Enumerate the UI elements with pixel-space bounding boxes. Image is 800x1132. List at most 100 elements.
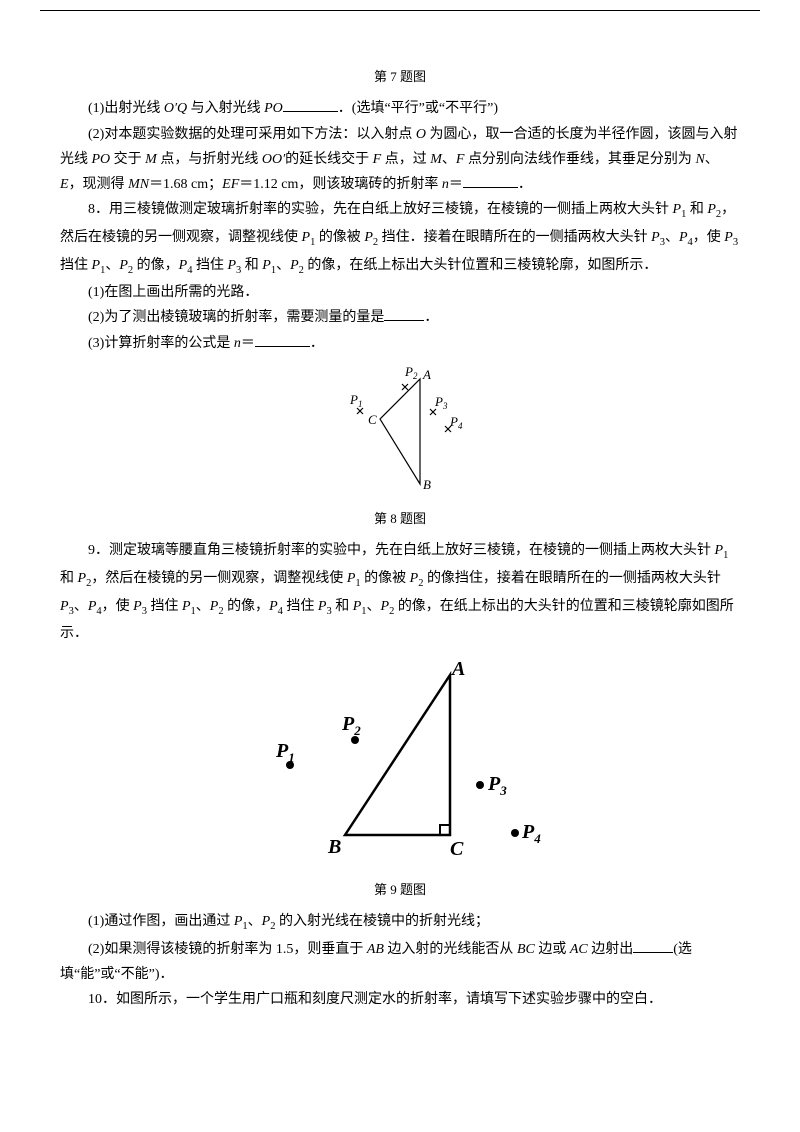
- l: n: [442, 177, 449, 192]
- s: 2: [413, 371, 418, 381]
- l: MN: [128, 177, 149, 192]
- q7-part2: (2)对本题实验数据的处理可采用如下方法：以入射点 O 为圆心，取一合适的长度为…: [60, 122, 740, 198]
- text: 的延长线交于: [285, 152, 373, 167]
- blank: [633, 938, 673, 953]
- fig9-svg: A B C P1 P2 P3 P4: [250, 655, 550, 865]
- t: 、: [74, 599, 88, 614]
- l: P: [182, 599, 191, 614]
- lbl-A: A: [422, 367, 431, 382]
- s: 3: [499, 783, 507, 798]
- t: (3)计算折射率的公式是: [88, 336, 234, 351]
- lbl-P1: P: [349, 392, 358, 407]
- l: P: [353, 599, 362, 614]
- l: P: [651, 230, 660, 245]
- t: 8．用三棱镜做测定玻璃折射率的实验，先在白纸上放好三棱镜，在棱镜的一侧插上两枚大…: [88, 202, 673, 217]
- l: P: [119, 258, 128, 273]
- s: 1: [288, 750, 295, 765]
- label-po: PO: [264, 101, 283, 116]
- t: 的像挡住，接着在眼睛所在的一侧插两枚大头针: [423, 571, 721, 586]
- l: M: [145, 152, 157, 167]
- s: 3: [733, 237, 738, 248]
- text: 点分别向法线作垂线，其垂足分别为: [464, 152, 695, 167]
- l: P: [262, 258, 271, 273]
- lbl-P1: P: [275, 740, 289, 762]
- t: 的像被: [361, 571, 410, 586]
- q8-intro: 8．用三棱镜做测定玻璃折射率的实验，先在白纸上放好三棱镜，在棱镜的一侧插上两枚大…: [60, 197, 740, 280]
- t: 和: [332, 599, 353, 614]
- svg-text:P1: P1: [349, 392, 362, 409]
- t: 、: [276, 258, 290, 273]
- s: 4: [533, 831, 541, 846]
- s: 1: [358, 399, 363, 409]
- text: ．: [518, 177, 532, 192]
- t: ．: [310, 336, 324, 351]
- q9-intro: 9．测定玻璃等腰直角三棱镜折射率的实验中，先在白纸上放好三棱镜，在棱镜的一侧插上…: [60, 538, 740, 646]
- q7-part1: (1)出射光线 O′Q 与入射光线 PO．(选填“平行”或“不平行”): [60, 96, 740, 121]
- l: P: [290, 258, 299, 273]
- q10: 10．如图所示，一个学生用广口瓶和刻度尺测定水的折射率，请填写下述实验步骤中的空…: [60, 987, 740, 1012]
- l: P: [364, 230, 373, 245]
- label-oq: O′Q: [164, 101, 187, 116]
- l: P: [410, 571, 419, 586]
- t: 和: [686, 202, 707, 217]
- lbl-P2: P: [404, 364, 413, 379]
- l: P: [227, 258, 236, 273]
- t: 挡住: [147, 599, 182, 614]
- lbl-C: C: [450, 838, 464, 860]
- fig9-caption: 第 9 题图: [60, 878, 740, 901]
- t: 、: [105, 258, 119, 273]
- t: (1)通过作图，画出通过: [88, 914, 234, 929]
- lbl-P3: P: [434, 394, 443, 409]
- lbl-B: B: [423, 477, 431, 492]
- q8-line1: (1)在图上画出所需的光路．: [60, 280, 740, 305]
- l: M: [430, 152, 442, 167]
- l: P: [707, 202, 716, 217]
- t: 边入射的光线能否从: [384, 942, 517, 957]
- text: 、: [442, 152, 456, 167]
- t: ，使: [102, 599, 134, 614]
- t: 的入射光线在棱镜中的折射光线；: [275, 914, 489, 929]
- svg-text:P1: P1: [275, 740, 295, 765]
- l: AC: [570, 942, 588, 957]
- l: P: [269, 599, 278, 614]
- s: 3: [442, 401, 448, 411]
- t: 的像，: [224, 599, 270, 614]
- t: 挡住．接着在眼睛所在的一侧插两枚大头针: [378, 230, 651, 245]
- t: 和: [60, 571, 78, 586]
- s: 2: [353, 723, 361, 738]
- q8-line3: (3)计算折射率的公式是 n＝．: [60, 331, 740, 356]
- l: N: [695, 152, 704, 167]
- t: 挡住: [283, 599, 318, 614]
- lbl-P2: P: [341, 713, 355, 735]
- fig9-wrap: A B C P1 P2 P3 P4: [60, 655, 740, 874]
- text: 、: [705, 152, 719, 167]
- t: ．: [424, 310, 438, 325]
- text: 点，与折射光线: [157, 152, 262, 167]
- l: P: [92, 258, 101, 273]
- l: P: [60, 599, 69, 614]
- t: 边或: [535, 942, 570, 957]
- t: ，然后在棱镜的另一侧观察，调整视线使: [91, 571, 347, 586]
- blank: [463, 173, 518, 188]
- l: P: [724, 230, 733, 245]
- text: ＝1.12 cm，则该玻璃砖的折射率: [239, 177, 442, 192]
- l: P: [78, 571, 87, 586]
- text: ．(选填“平行”或“不平行”): [338, 101, 498, 116]
- s: 1: [723, 550, 728, 561]
- fig7-caption: 第 7 题图: [60, 65, 740, 88]
- text: ，现测得: [69, 177, 129, 192]
- l: F: [373, 152, 382, 167]
- t: 9．测定玻璃等腰直角三棱镜折射率的实验中，先在白纸上放好三棱镜，在棱镜的一侧插上…: [88, 543, 715, 558]
- svg-text:P3: P3: [487, 773, 507, 798]
- text: ＝: [449, 177, 463, 192]
- fig8-svg: A B C P2 P1 P3 P4: [310, 364, 490, 494]
- t: 挡住: [192, 258, 227, 273]
- t: ，使: [693, 230, 725, 245]
- l: OO′: [262, 152, 285, 167]
- lbl-P3: P: [487, 773, 501, 795]
- l: BC: [517, 942, 535, 957]
- t: 、: [196, 599, 210, 614]
- blank: [384, 306, 424, 321]
- l: P: [133, 599, 142, 614]
- t: (2)如果测得该棱镜的折射率为 1.5，则垂直于: [88, 942, 367, 957]
